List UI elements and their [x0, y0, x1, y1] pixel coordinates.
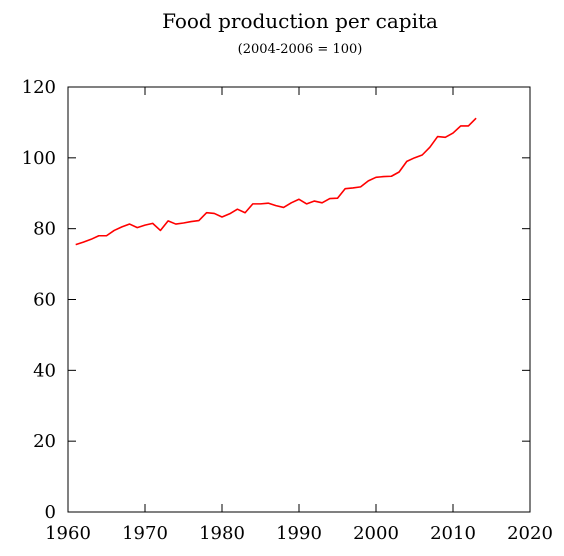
y-tick-label: 20 — [33, 431, 56, 452]
y-tick-label: 80 — [33, 219, 56, 240]
y-tick-label: 120 — [22, 77, 56, 98]
y-tick-label: 100 — [22, 148, 56, 169]
chart-subtitle: (2004-2006 = 100) — [238, 42, 363, 57]
axis-tick-labels: 1960 1970 1980 1990 2000 2010 2020 0 20 40 60 80 100… — [22, 77, 553, 544]
y-tick-label: 40 — [33, 360, 56, 381]
x-tick-label: 2020 — [507, 523, 553, 544]
plot-frame — [67, 86, 531, 513]
axis-ticks — [67, 86, 531, 513]
x-tick-label: 1960 — [45, 523, 91, 544]
x-tick-label: 2000 — [353, 523, 399, 544]
x-tick-label: 1970 — [122, 523, 168, 544]
series-line — [75, 117, 477, 246]
y-tick-label: 60 — [33, 290, 56, 311]
x-tick-label: 1990 — [276, 523, 322, 544]
x-tick-label: 1980 — [199, 523, 245, 544]
y-tick-label: 0 — [45, 502, 56, 523]
series-layer — [75, 117, 477, 246]
chart-title: Food production per capita — [162, 9, 438, 33]
x-tick-label: 2010 — [430, 523, 476, 544]
